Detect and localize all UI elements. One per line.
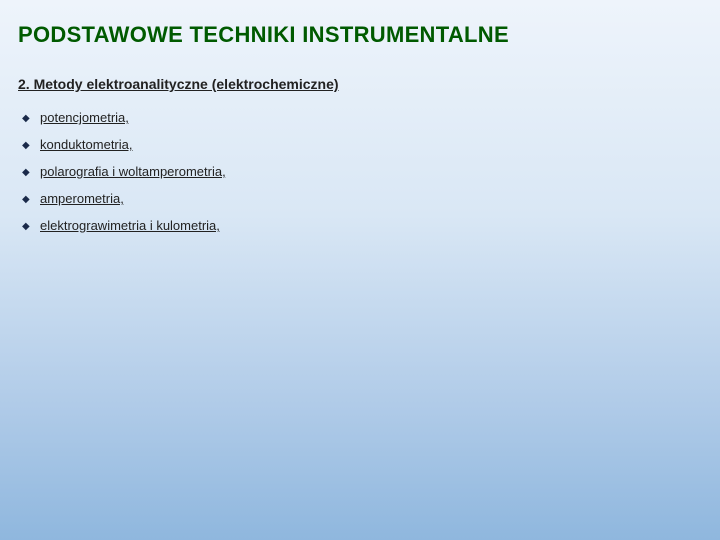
list-item-label: elektrograwimetria i kulometria,: [40, 218, 220, 233]
list-item: ◆ konduktometria,: [40, 137, 702, 152]
method-list: ◆ potencjometria, ◆ konduktometria, ◆ po…: [18, 110, 702, 233]
list-item: ◆ elektrograwimetria i kulometria,: [40, 218, 702, 233]
list-item: ◆ amperometria,: [40, 191, 702, 206]
list-item: ◆ polarografia i woltamperometria,: [40, 164, 702, 179]
diamond-bullet-icon: ◆: [22, 167, 30, 178]
list-item-label: polarografia i woltamperometria,: [40, 164, 226, 179]
list-item-label: konduktometria,: [40, 137, 133, 152]
list-item-label: amperometria,: [40, 191, 124, 206]
diamond-bullet-icon: ◆: [22, 194, 30, 205]
slide-container: PODSTAWOWE TECHNIKI INSTRUMENTALNE 2. Me…: [0, 0, 720, 540]
diamond-bullet-icon: ◆: [22, 221, 30, 232]
list-item: ◆ potencjometria,: [40, 110, 702, 125]
list-item-label: potencjometria,: [40, 110, 129, 125]
diamond-bullet-icon: ◆: [22, 140, 30, 151]
page-title: PODSTAWOWE TECHNIKI INSTRUMENTALNE: [18, 22, 702, 48]
diamond-bullet-icon: ◆: [22, 113, 30, 124]
section-subtitle: 2. Metody elektroanalityczne (elektroche…: [18, 76, 702, 92]
